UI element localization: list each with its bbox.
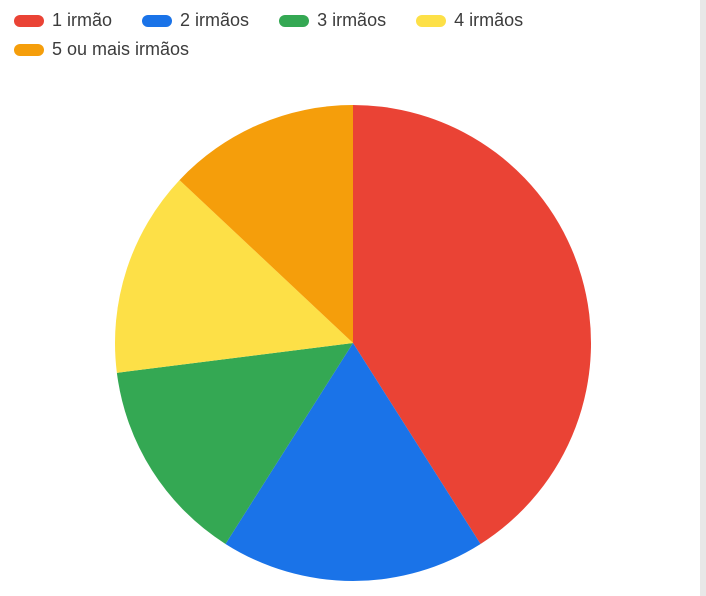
chart-container: [0, 98, 706, 588]
legend: 1 irmão 2 irmãos 3 irmãos 4 irmãos 5 ou mais…: [0, 0, 706, 78]
legend-item: 2 irmãos: [142, 10, 249, 31]
legend-label: 1 irmão: [52, 10, 112, 31]
legend-item: 5 ou mais irmãos: [14, 39, 189, 60]
legend-swatch: [142, 15, 172, 27]
legend-label: 3 irmãos: [317, 10, 386, 31]
legend-label: 2 irmãos: [180, 10, 249, 31]
pie-chart: [108, 98, 598, 588]
legend-swatch: [416, 15, 446, 27]
legend-label: 4 irmãos: [454, 10, 523, 31]
legend-swatch: [14, 44, 44, 56]
legend-item: 3 irmãos: [279, 10, 386, 31]
side-border: [700, 0, 706, 596]
legend-label: 5 ou mais irmãos: [52, 39, 189, 60]
legend-swatch: [14, 15, 44, 27]
legend-item: 4 irmãos: [416, 10, 523, 31]
legend-swatch: [279, 15, 309, 27]
legend-item: 1 irmão: [14, 10, 112, 31]
